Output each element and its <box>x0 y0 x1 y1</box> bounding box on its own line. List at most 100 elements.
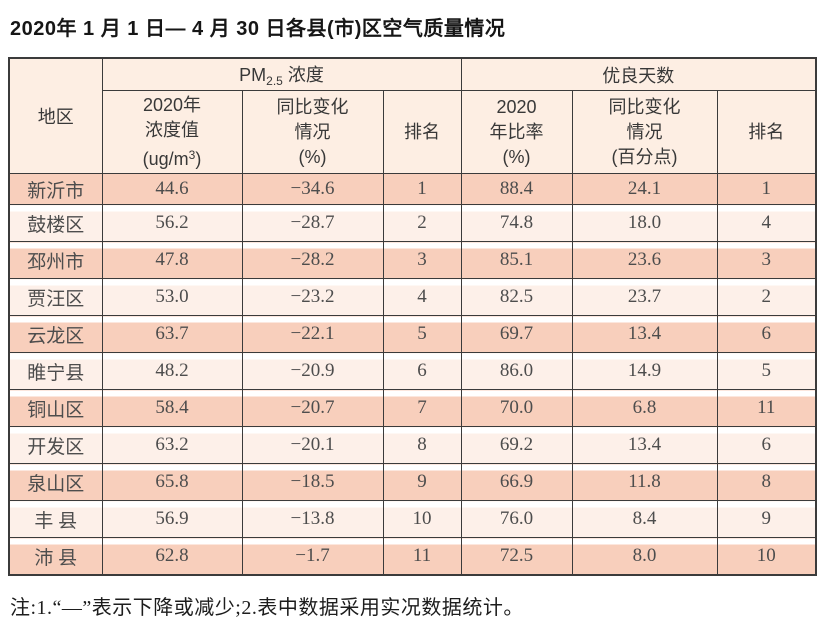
gd-change-cell: 8.0 <box>571 537 718 576</box>
gd-rank-cell: 6 <box>716 426 817 464</box>
header-gd-ratio: 2020 年比率 (%) <box>460 90 573 174</box>
region-cell: 开发区 <box>8 426 103 464</box>
gd-rank-cell: 8 <box>716 463 817 501</box>
gd-rank-cell: 10 <box>716 537 817 576</box>
pm-rank-cell: 7 <box>382 389 462 427</box>
gd-change-cell: 13.4 <box>571 315 718 353</box>
header-good-days-group: 优良天数 <box>460 57 817 91</box>
pm-value-cell: 58.4 <box>101 389 243 427</box>
pm-rank-cell: 9 <box>382 463 462 501</box>
table-row: 开发区 63.2 −20.1 8 69.2 13.4 6 <box>8 426 817 464</box>
pm-rank-cell: 4 <box>382 278 462 316</box>
pm-value-cell: 53.0 <box>101 278 243 316</box>
gd-change-cell: 23.6 <box>571 241 718 279</box>
gd-change-cell: 23.7 <box>571 278 718 316</box>
pm-change-cell: −20.7 <box>241 389 384 427</box>
pm-change-cell: −22.1 <box>241 315 384 353</box>
page-title: 2020年 1 月 1 日— 4 月 30 日各县(市)区空气质量情况 <box>10 18 506 40</box>
gd-ratio-cell: 66.9 <box>460 463 573 501</box>
gd-rank-cell: 2 <box>716 278 817 316</box>
header-line: 年比率 <box>489 121 544 142</box>
region-cell: 鼓楼区 <box>8 204 103 242</box>
pm-value-cell: 56.9 <box>101 500 243 538</box>
gd-ratio-cell: 69.7 <box>460 315 573 353</box>
pm-change-cell: −23.2 <box>241 278 384 316</box>
gd-ratio-cell: 74.8 <box>460 204 573 242</box>
pm-rank-cell: 8 <box>382 426 462 464</box>
gd-ratio-cell: 72.5 <box>460 537 573 576</box>
gd-rank-cell: 1 <box>716 173 817 205</box>
header-line: (百分点) <box>611 146 678 167</box>
header-group-row: 地区 PM2.5 浓度 优良天数 <box>8 57 817 174</box>
gd-ratio-cell: 88.4 <box>460 173 573 205</box>
pm-value-cell: 56.2 <box>101 204 243 242</box>
gd-ratio-cell: 76.0 <box>460 500 573 538</box>
table-row: 铜山区 58.4 −20.7 7 70.0 6.8 11 <box>8 389 817 427</box>
gd-change-cell: 14.9 <box>571 352 718 390</box>
gd-rank-cell: 11 <box>716 389 817 427</box>
header-line: 情况 <box>626 121 663 142</box>
header-line: (ug/m3) <box>103 143 241 172</box>
table-row: 沛 县 62.8 −1.7 11 72.5 8.0 10 <box>8 537 817 576</box>
region-cell: 新沂市 <box>8 173 103 205</box>
gd-ratio-cell: 70.0 <box>460 389 573 427</box>
header-line: 情况 <box>294 121 331 142</box>
table-row: 鼓楼区 56.2 −28.7 2 74.8 18.0 4 <box>8 204 817 242</box>
unit-text: (ug/m <box>142 148 189 169</box>
region-cell: 睢宁县 <box>8 352 103 390</box>
pm-value-cell: 62.8 <box>101 537 243 576</box>
gd-rank-cell: 9 <box>716 500 817 538</box>
table-row: 泉山区 65.8 −18.5 9 66.9 11.8 8 <box>8 463 817 501</box>
gd-change-cell: 24.1 <box>571 173 718 205</box>
header-pm-group: PM2.5 浓度 <box>101 57 462 91</box>
header-line: 同比变化 <box>608 96 681 117</box>
pm-change-cell: −28.7 <box>241 204 384 242</box>
header-line: 2020年 <box>142 94 202 115</box>
table-row: 丰 县 56.9 −13.8 10 76.0 8.4 9 <box>8 500 817 538</box>
pm-rank-cell: 6 <box>382 352 462 390</box>
gd-rank-cell: 6 <box>716 315 817 353</box>
gd-change-cell: 8.4 <box>571 500 718 538</box>
pm-value-cell: 63.7 <box>101 315 243 353</box>
region-cell: 贾汪区 <box>8 278 103 316</box>
pm-rank-cell: 10 <box>382 500 462 538</box>
air-quality-table: 地区 PM2.5 浓度 优良天数 2020年 浓度值 (ug/m3) 同比变化 … <box>8 57 818 576</box>
header-line: 2020 <box>496 96 537 117</box>
gd-rank-cell: 4 <box>716 204 817 242</box>
gd-change-cell: 18.0 <box>571 204 718 242</box>
pm-change-cell: −20.1 <box>241 426 384 464</box>
table-row: 睢宁县 48.2 −20.9 6 86.0 14.9 5 <box>8 352 817 390</box>
gd-ratio-cell: 69.2 <box>460 426 573 464</box>
pm-change-cell: −1.7 <box>241 537 384 576</box>
pm-rank-cell: 3 <box>382 241 462 279</box>
header-gd-change: 同比变化 情况 (百分点) <box>571 90 718 174</box>
footnote: 注:1.“—”表示下降或减少;2.表中数据采用实况数据统计。 <box>10 597 524 619</box>
region-cell: 丰 县 <box>8 500 103 538</box>
header-pm-change: 同比变化 情况 (%) <box>241 90 384 174</box>
unit-text: ) <box>195 148 202 169</box>
table-row: 贾汪区 53.0 −23.2 4 82.5 23.7 2 <box>8 278 817 316</box>
table-body: 新沂市 44.6 −34.6 1 88.4 24.1 1 鼓楼区 56.2 −2… <box>8 173 817 576</box>
header-gd-rank: 排名 <box>716 90 817 174</box>
header-line: (%) <box>502 146 531 167</box>
table-header: 地区 PM2.5 浓度 优良天数 2020年 浓度值 (ug/m3) 同比变化 … <box>8 57 817 174</box>
header-line: 浓度值 <box>145 119 199 140</box>
pm-label-suffix: 浓度 <box>282 65 324 85</box>
pm-rank-cell: 1 <box>382 173 462 205</box>
gd-ratio-cell: 82.5 <box>460 278 573 316</box>
unit-superscript: 3 <box>188 147 196 162</box>
region-cell: 邳州市 <box>8 241 103 279</box>
pm-change-cell: −28.2 <box>241 241 384 279</box>
pm-label: PM <box>239 65 267 85</box>
table-row: 云龙区 63.7 −22.1 5 69.7 13.4 6 <box>8 315 817 353</box>
region-cell: 云龙区 <box>8 315 103 353</box>
pm-value-cell: 65.8 <box>101 463 243 501</box>
table-row: 新沂市 44.6 −34.6 1 88.4 24.1 1 <box>8 173 817 205</box>
region-cell: 铜山区 <box>8 389 103 427</box>
pm-change-cell: −18.5 <box>241 463 384 501</box>
header-sub-row: 2020年 浓度值 (ug/m3) 同比变化 情况 (%) 排名 2020 年比… <box>9 90 817 174</box>
gd-ratio-cell: 86.0 <box>460 352 573 390</box>
header-line: 同比变化 <box>276 96 349 117</box>
pm-value-cell: 48.2 <box>101 352 243 390</box>
